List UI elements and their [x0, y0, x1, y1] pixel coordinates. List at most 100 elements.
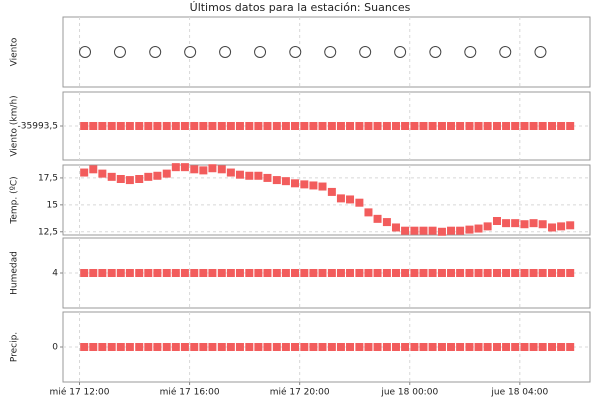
data-point — [80, 122, 89, 130]
data-point — [474, 269, 483, 277]
data-point — [180, 269, 189, 277]
data-point — [465, 269, 474, 277]
data-point — [235, 170, 244, 179]
data-point — [125, 343, 134, 351]
data-point — [437, 227, 446, 236]
data-point — [336, 343, 345, 351]
data-point — [309, 122, 318, 130]
data-point — [511, 269, 520, 277]
data-point — [382, 343, 391, 351]
data-point — [190, 122, 199, 130]
data-point — [419, 122, 428, 130]
data-point — [538, 220, 547, 229]
data-point — [116, 175, 125, 183]
data-point — [245, 269, 254, 277]
data-point — [391, 122, 400, 130]
data-point — [263, 343, 272, 351]
data-point — [428, 269, 437, 277]
y-axis-label: Precip. — [10, 332, 20, 362]
wind-marker — [464, 46, 477, 58]
data-point — [391, 223, 400, 232]
data-point — [548, 122, 557, 130]
data-point — [492, 343, 501, 351]
data-point — [190, 343, 199, 351]
data-point — [217, 343, 226, 351]
data-point — [447, 226, 456, 235]
data-point — [318, 343, 327, 351]
data-point — [116, 343, 125, 351]
data-point — [107, 269, 116, 277]
data-point — [309, 343, 318, 351]
data-point — [364, 208, 373, 217]
data-point — [217, 269, 226, 277]
data-point — [447, 269, 456, 277]
data-point — [327, 122, 336, 130]
data-point — [410, 269, 419, 277]
data-point — [502, 122, 511, 130]
data-point — [373, 122, 382, 130]
wind-marker — [289, 46, 302, 58]
data-point — [107, 172, 116, 181]
data-point — [300, 122, 309, 130]
data-point — [153, 122, 162, 130]
data-point — [474, 122, 483, 130]
data-point — [327, 343, 336, 351]
data-point — [217, 122, 226, 130]
data-point — [290, 343, 299, 351]
wind-marker — [534, 46, 547, 58]
data-point — [199, 343, 208, 351]
data-point — [483, 222, 492, 231]
data-point — [162, 122, 171, 130]
data-point — [135, 175, 144, 183]
data-point — [401, 122, 410, 130]
data-point — [364, 343, 373, 351]
data-point — [502, 269, 511, 277]
y-tick-label: 17,5 — [38, 173, 58, 183]
data-point — [419, 226, 428, 235]
data-point — [226, 269, 235, 277]
data-point — [529, 219, 538, 228]
data-point — [116, 269, 125, 277]
wind-marker — [149, 46, 162, 58]
data-point — [190, 165, 199, 174]
data-point — [566, 221, 575, 230]
data-point — [529, 122, 538, 130]
data-point — [89, 269, 98, 277]
data-point — [456, 122, 465, 130]
data-point — [107, 122, 116, 130]
data-point — [474, 343, 483, 351]
data-point — [318, 269, 327, 277]
data-point — [373, 269, 382, 277]
data-point — [245, 171, 254, 180]
data-point — [226, 168, 235, 177]
data-point — [327, 187, 336, 196]
data-point — [401, 269, 410, 277]
data-point — [272, 176, 281, 185]
data-point — [492, 122, 501, 130]
data-point — [300, 343, 309, 351]
data-point — [419, 269, 428, 277]
data-point — [520, 343, 529, 351]
data-point — [355, 198, 364, 207]
y-axis-label: Viento — [10, 37, 20, 66]
data-point — [318, 182, 327, 191]
data-point — [180, 343, 189, 351]
data-point — [373, 343, 382, 351]
data-point — [456, 343, 465, 351]
data-point — [226, 343, 235, 351]
x-tick-label: jue 18 00:00 — [380, 388, 438, 398]
data-point — [290, 122, 299, 130]
data-point — [401, 343, 410, 351]
data-point — [116, 122, 125, 130]
y-tick-label: -35993,5 — [18, 122, 58, 132]
data-point — [80, 168, 89, 177]
data-point — [373, 214, 382, 223]
data-point — [538, 122, 547, 130]
data-point — [382, 269, 391, 277]
data-point — [336, 122, 345, 130]
data-point — [180, 163, 189, 172]
data-point — [162, 169, 171, 178]
data-point — [281, 269, 290, 277]
data-point — [190, 269, 199, 277]
